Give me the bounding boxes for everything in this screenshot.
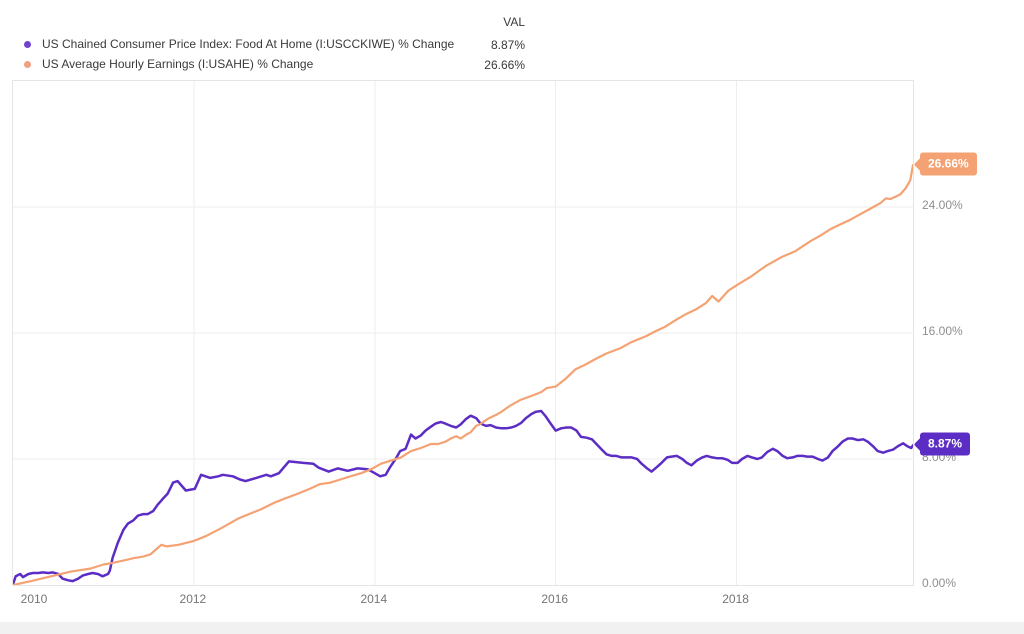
series-dot-hourly-earnings-icon [24, 60, 31, 68]
y-axis-label: 24.00% [922, 198, 963, 212]
chart-canvas [13, 81, 913, 585]
badge-cpi-food: 8.87% [913, 432, 971, 456]
series-line-cpi-food [13, 409, 913, 585]
x-axis-label: 2016 [541, 592, 569, 606]
x-axis-label: 2018 [722, 592, 749, 606]
badge-tail-icon [913, 156, 930, 172]
legend-label-hourly-earnings: US Average Hourly Earnings (I:USAHE) % C… [42, 57, 314, 71]
val-column-header: VAL [503, 15, 525, 29]
y-axis-label: 16.00% [922, 324, 963, 338]
legend-item-cpi-food[interactable]: US Chained Consumer Price Index: Food At… [24, 36, 454, 52]
x-axis-label: 2012 [179, 592, 207, 606]
plot-area[interactable] [12, 80, 914, 586]
val-hourly-earnings: 26.66% [484, 58, 525, 72]
legend-item-hourly-earnings[interactable]: US Average Hourly Earnings (I:USAHE) % C… [24, 56, 313, 72]
y-axis-label: 0.00% [922, 576, 957, 590]
bottom-edge-strip [0, 622, 1024, 634]
badge-hourly-earnings: 26.66% [913, 152, 977, 176]
legend-label-cpi-food: US Chained Consumer Price Index: Food At… [42, 37, 455, 51]
x-axis-label: 2010 [20, 592, 48, 606]
x-axis-label: 2014 [360, 592, 388, 606]
badge-tail-icon [913, 436, 930, 453]
series-line-hourly-earnings [13, 163, 913, 585]
val-cpi-food: 8.87% [490, 38, 525, 52]
series-dot-cpi-food-icon [24, 40, 31, 48]
